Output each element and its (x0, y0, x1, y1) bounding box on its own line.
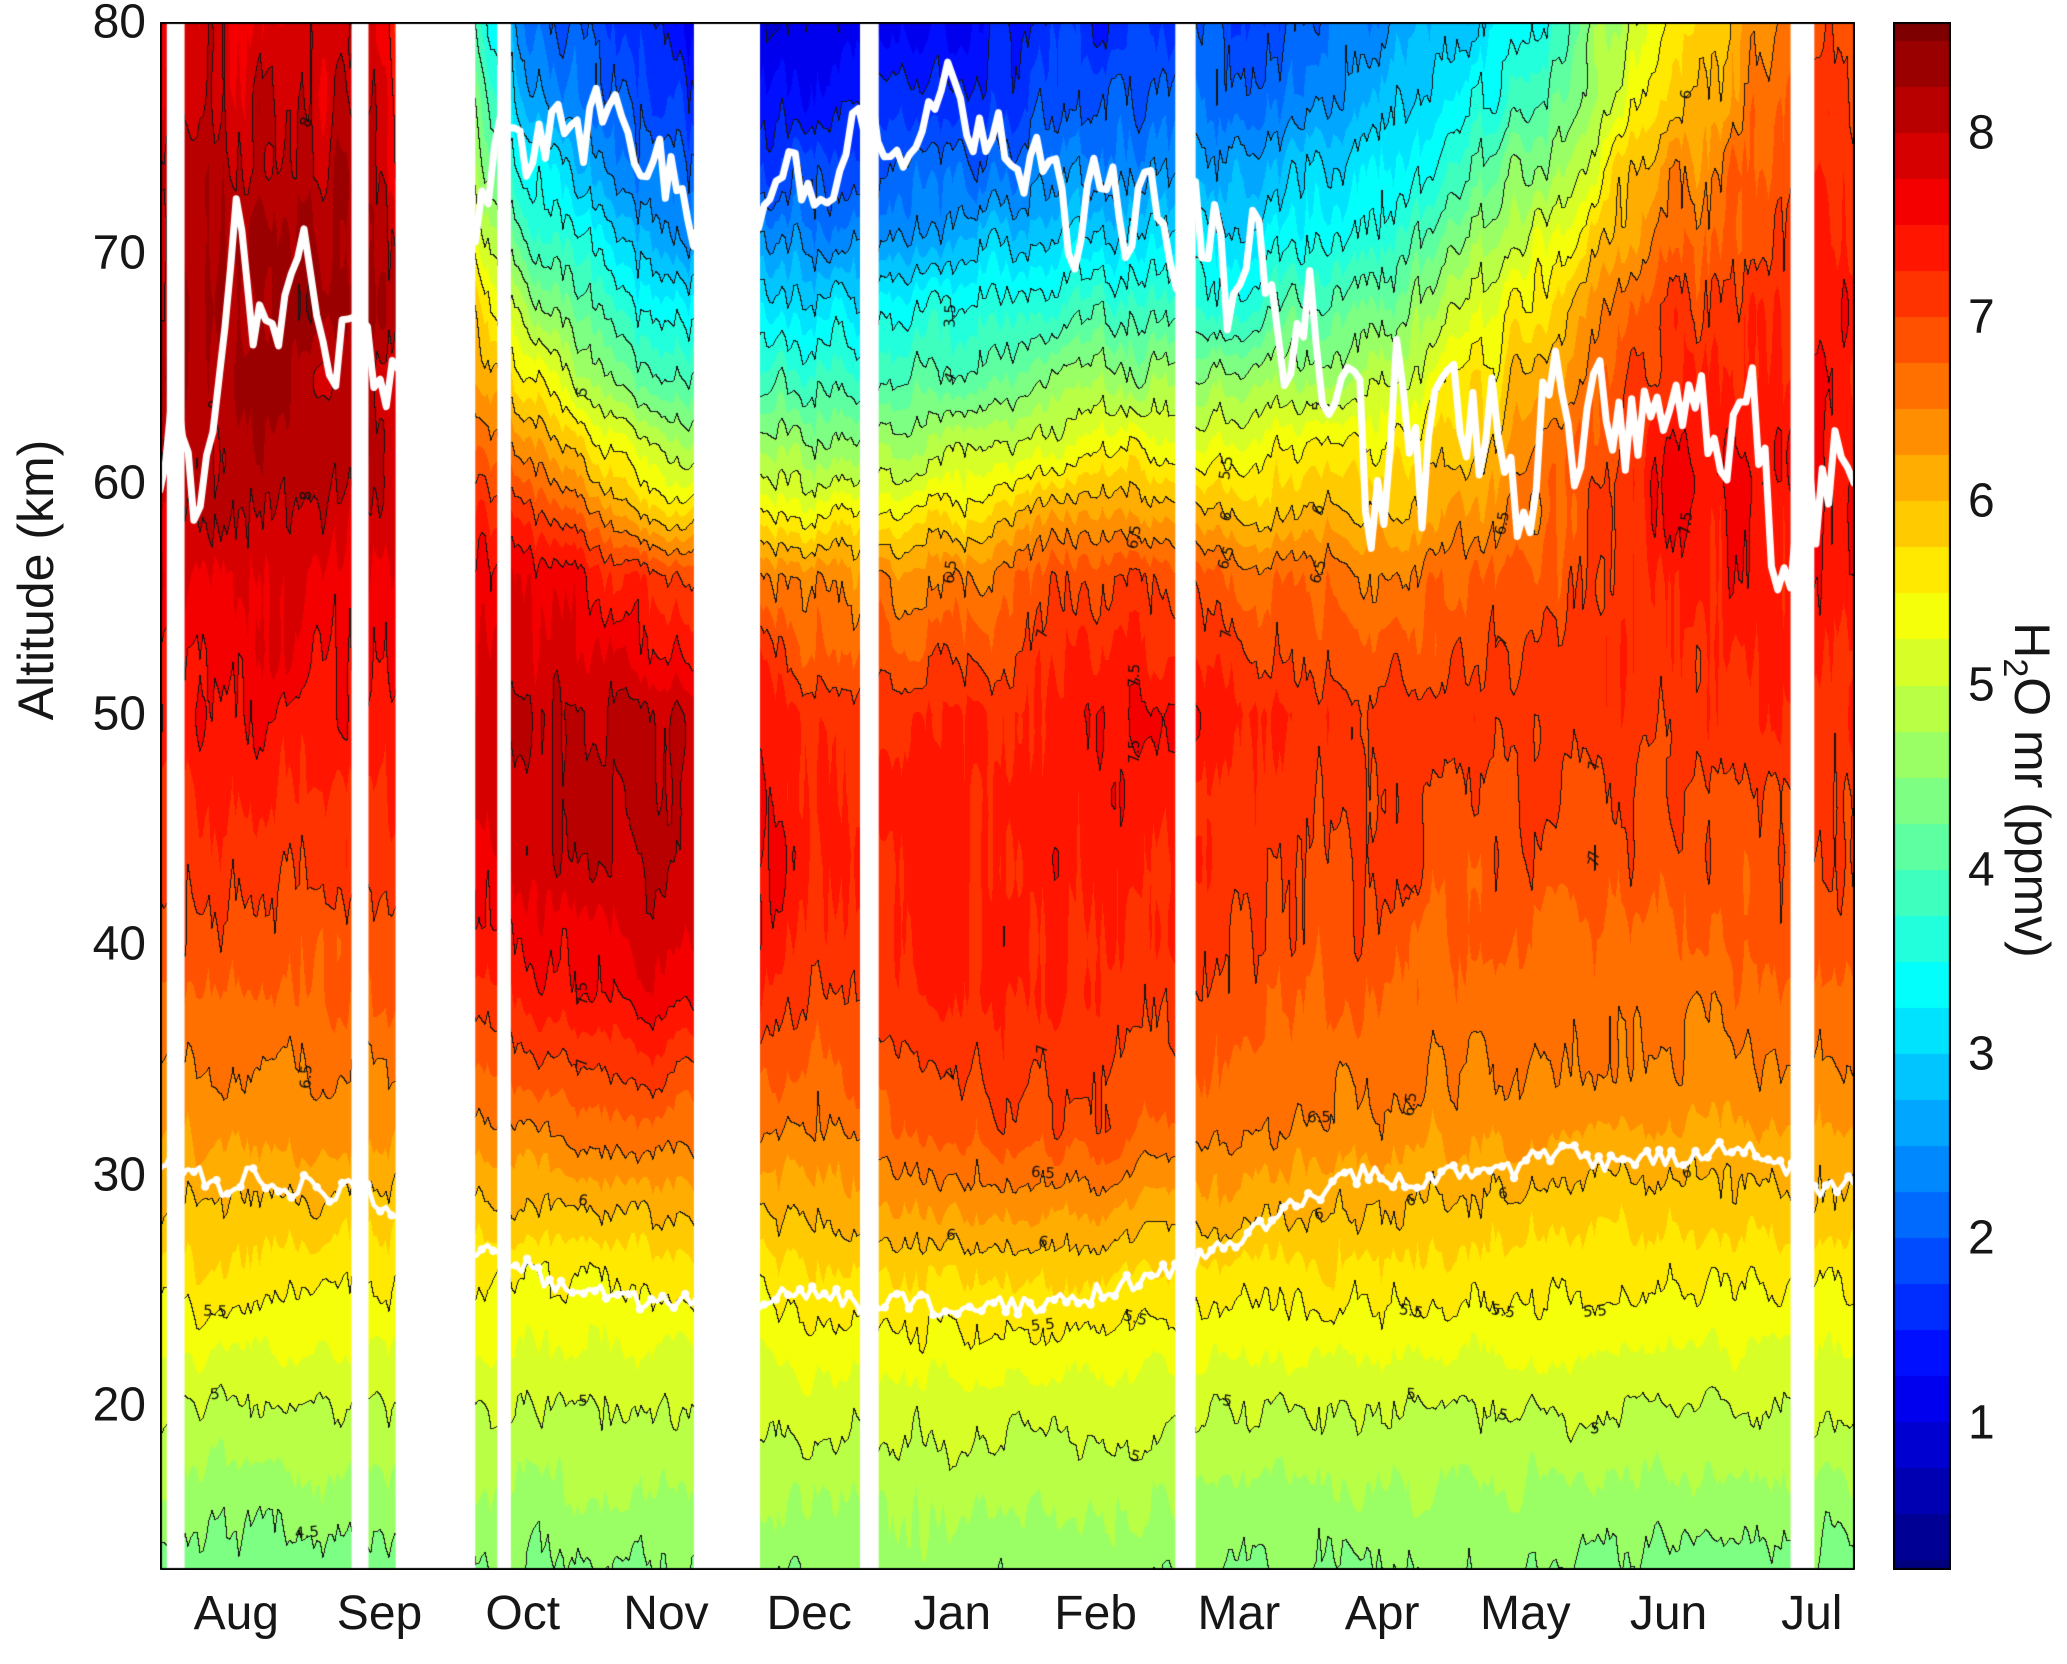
x-tick-label-sep: Sep (336, 1587, 423, 1640)
y-tick-label-40: 40 (92, 917, 146, 971)
colorbar-tick-label-8: 8 (1968, 106, 1995, 160)
y-tick-label-20: 20 (92, 1378, 146, 1432)
x-tick-label-feb: Feb (1054, 1587, 1137, 1640)
y-tick-label-70: 70 (92, 226, 146, 280)
colorbar-label-suffix: O mr (ppmv) (2004, 677, 2060, 958)
colorbar-label: H2O mr (ppmv) (1995, 622, 2061, 958)
x-tick-label-aug: Aug (193, 1587, 279, 1640)
colorbar-tick-label-3: 3 (1968, 1027, 1995, 1081)
x-tick-label-oct: Oct (485, 1587, 561, 1640)
x-tick-label-jul: Jul (1781, 1587, 1843, 1640)
colorbar-tick-label-7: 7 (1968, 290, 1995, 344)
heatmap-canvas (160, 22, 1855, 1570)
colorbar-tick-label-6: 6 (1968, 474, 1995, 528)
y-tick-label-30: 30 (92, 1148, 146, 1202)
colorbar-tick-label-4: 4 (1968, 843, 1995, 897)
x-tick-label-jun: Jun (1629, 1587, 1708, 1640)
y-tick-label-60: 60 (92, 456, 146, 510)
colorbar-tick-label-5: 5 (1968, 658, 1995, 712)
colorbar-tick-label-2: 2 (1968, 1211, 1995, 1265)
y-tick-label-80: 80 (92, 0, 146, 49)
colorbar-label-prefix: H (2004, 622, 2060, 659)
x-tick-label-jan: Jan (913, 1587, 992, 1640)
colorbar-gradient (1893, 22, 1951, 1570)
y-tick-label-50: 50 (92, 687, 146, 741)
x-tick-label-apr: Apr (1344, 1587, 1420, 1640)
x-tick-label-dec: Dec (766, 1587, 852, 1640)
x-tick-label-nov: Nov (623, 1587, 709, 1640)
x-tick-label-mar: Mar (1197, 1587, 1281, 1640)
colorbar-label-subscript: 2 (1996, 658, 2034, 678)
colorbar-tick-label-1: 1 (1968, 1396, 1995, 1450)
x-tick-label-may: May (1479, 1587, 1571, 1640)
